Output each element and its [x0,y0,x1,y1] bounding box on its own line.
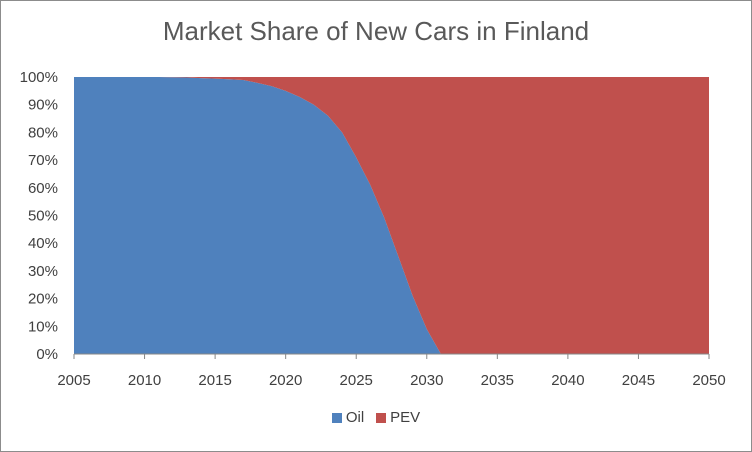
y-tick-label: 10% [28,318,58,335]
legend-swatch-oil [331,412,342,423]
chart-title: Market Share of New Cars in Finland [162,16,590,46]
y-tick-label: 50% [28,208,58,225]
legend-item-oil: Oil [331,409,365,426]
y-tick-label: 0% [36,346,58,363]
x-tick-label: 2020 [269,372,302,389]
x-tick-label: 2050 [692,372,725,389]
y-tick-label: 30% [28,263,58,280]
x-tick-label: 2015 [198,372,231,389]
legend-label-pev: PEV [390,409,421,426]
legend-swatch-pev [376,412,387,423]
x-tick-label: 2025 [340,372,373,389]
x-tick-label: 2010 [128,372,161,389]
legend: Oil PEV [0,409,752,426]
y-tick-label: 40% [28,235,58,252]
x-tick-label: 2005 [57,372,90,389]
y-tick-label: 60% [28,180,58,197]
area-pev [74,77,709,354]
x-tick-label: 2040 [551,372,584,389]
y-tick-label: 70% [28,152,58,169]
x-tick-label: 2030 [410,372,443,389]
y-tick-label: 80% [28,124,58,141]
x-tick-label: 2035 [481,372,514,389]
x-tick-label: 2045 [622,372,655,389]
y-tick-label: 20% [28,291,58,308]
legend-item-pev: PEV [376,409,420,426]
y-tick-label: 100% [20,69,58,86]
y-tick-label: 90% [28,97,58,114]
legend-label-oil: Oil [345,409,365,426]
area-oil [74,77,709,354]
